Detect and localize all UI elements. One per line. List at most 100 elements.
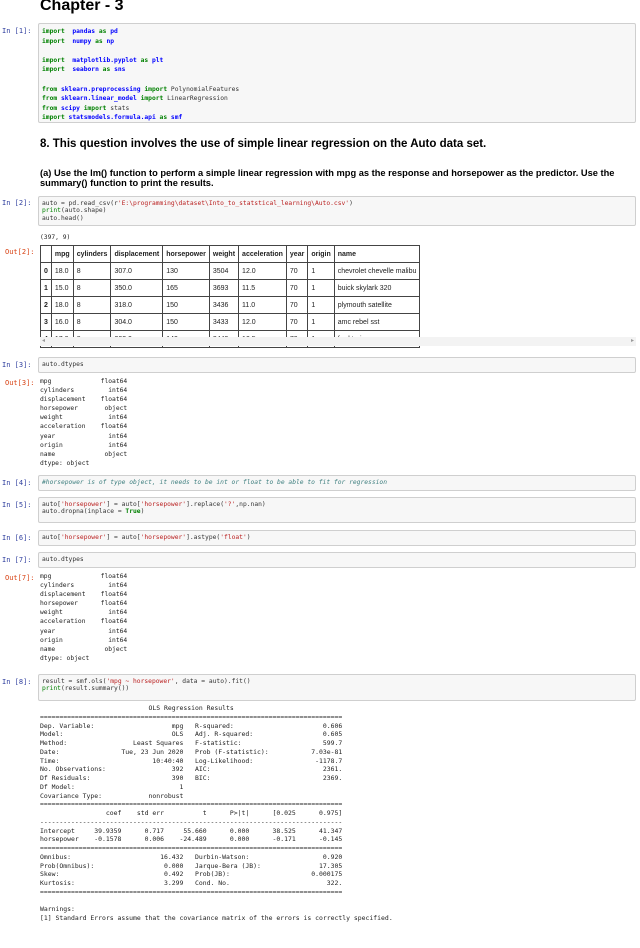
code-token: ].replace( <box>186 501 225 508</box>
code-cell-5[interactable]: auto['horsepower'] = auto['horsepower'].… <box>38 497 636 523</box>
code-token: 'float' <box>220 534 247 541</box>
code-editor[interactable]: auto = pd.read_csv(r'E:\programming\data… <box>42 200 635 222</box>
table-cell: 8 <box>72 279 112 297</box>
table-cell: 18.0 <box>50 262 74 280</box>
code-editor[interactable]: auto['horsepower'] = auto['horsepower'].… <box>42 534 635 541</box>
code-token: (auto.shape) <box>60 207 107 215</box>
code-token: auto.dtypes <box>42 361 84 368</box>
code-token: import <box>140 85 168 93</box>
code-editor[interactable]: result = smf.ols('mpg ~ horsepower', dat… <box>42 678 635 693</box>
table-cell: buick skylark 320 <box>333 279 421 297</box>
table-cell: 3433 <box>208 313 240 331</box>
code-token: print <box>42 207 61 215</box>
code-line: import statsmodels.formula.api as smf <box>42 113 635 123</box>
row-index: 2 <box>40 296 52 314</box>
table-cell: 11.0 <box>238 296 287 314</box>
code-line: from sklearn.linear_model import LinearR… <box>42 94 635 104</box>
code-editor[interactable]: import pandas as pd import numpy as np im… <box>42 27 635 123</box>
code-line: auto['horsepower'] = auto['horsepower'].… <box>42 501 635 508</box>
column-header: weight <box>208 245 240 263</box>
code-token: True <box>125 508 141 516</box>
table-cell: 3504 <box>208 262 240 280</box>
table-row: 3 16.0 8 304.0 150 3433 12.0 70 1 amc rebel sst <box>40 313 421 331</box>
code-cell-2[interactable]: auto = pd.read_csv(r'E:\programming\data… <box>38 196 636 226</box>
code-token: PolynomialFeatures <box>167 85 240 93</box>
column-header: horsepower <box>162 245 210 263</box>
cell-prompt-6: In [6]: <box>2 534 32 542</box>
code-cell-6[interactable]: auto['horsepower'] = auto['horsepower'].… <box>38 530 636 546</box>
code-token: numpy <box>72 37 92 45</box>
table-cell: 18.0 <box>50 296 74 314</box>
code-token: pandas <box>72 28 96 35</box>
cell-prompt-8: In [8]: <box>2 678 32 686</box>
scroll-left-icon[interactable]: ◂ <box>42 338 46 344</box>
code-token: 'horsepower' <box>60 501 107 508</box>
code-token: matplotlib.pyplot <box>72 56 137 64</box>
table-cell: 8 <box>72 262 112 280</box>
code-line <box>42 46 635 56</box>
code-token: import <box>42 66 65 74</box>
horizontal-scrollbar[interactable]: ◂ ▸ <box>40 337 636 346</box>
cell-prompt-4: In [4]: <box>2 479 32 487</box>
code-line: import seaborn as sns <box>42 65 635 75</box>
code-line: print(result.summary()) <box>42 685 635 692</box>
code-token: ) <box>349 200 353 207</box>
table-cell: amc rebel sst <box>333 313 421 331</box>
code-line: import pandas as pd <box>42 27 635 37</box>
column-header: acceleration <box>238 245 287 263</box>
code-cell-4[interactable]: #horsepower is of type object, it needs … <box>38 475 636 491</box>
table-cell: 16.0 <box>50 313 74 331</box>
code-token: ] = auto[ <box>106 501 141 508</box>
table-cell: 1 <box>307 262 335 280</box>
table-cell: 150 <box>162 296 210 314</box>
code-token: smf <box>170 114 183 122</box>
table-cell: 165 <box>162 279 210 297</box>
code-editor[interactable]: #horsepower is of type object, it needs … <box>42 479 635 486</box>
code-token: , data = auto).fit() <box>174 678 251 685</box>
code-line: auto.head() <box>42 215 635 222</box>
code-token: auto.dropna(inplace = <box>42 508 126 516</box>
code-cell-7[interactable]: auto.dtypes <box>38 552 636 568</box>
table-cell: 70 <box>285 279 309 297</box>
code-token: as <box>136 56 152 64</box>
cell-prompt-1: In [1]: <box>2 27 32 35</box>
table-cell: 70 <box>285 313 309 331</box>
code-cell-1[interactable]: import pandas as pd import numpy as np im… <box>38 23 636 123</box>
dtypes-output: mpg float64 cylinders int64 displacement… <box>40 378 128 467</box>
code-token: seaborn <box>72 66 99 74</box>
code-cell-3[interactable]: auto.dtypes <box>38 357 636 373</box>
table-cell: 8 <box>72 313 112 331</box>
code-token: 'horsepower' <box>140 534 187 541</box>
dtypes-output: mpg float64 cylinders int64 displacement… <box>40 573 128 662</box>
code-editor[interactable]: auto.dtypes <box>42 361 635 368</box>
code-token: (result.summary()) <box>60 685 130 693</box>
table-row: 1 15.0 8 350.0 165 3693 11.5 70 1 buick skylark 3… <box>40 279 421 297</box>
column-header: displacement <box>110 245 164 263</box>
scroll-right-icon[interactable]: ▸ <box>630 338 634 344</box>
column-header: name <box>333 245 421 263</box>
code-token: import <box>136 95 164 103</box>
shape-output: (397, 9) <box>40 234 71 241</box>
code-token: auto.head() <box>42 214 84 222</box>
table-cell: 3693 <box>208 279 240 297</box>
code-line <box>42 75 635 85</box>
code-cell-8[interactable]: result = smf.ols('mpg ~ horsepower', dat… <box>38 674 636 701</box>
code-editor[interactable]: auto['horsepower'] = auto['horsepower'].… <box>42 501 635 516</box>
table-cell: 130 <box>162 262 210 280</box>
table-cell: 70 <box>285 296 309 314</box>
table-row: 0 18.0 8 307.0 130 3504 12.0 70 1 chevrolet cheve… <box>40 262 421 280</box>
cell-prompt-2: In [2]: <box>2 199 32 207</box>
table-cell: 15.0 <box>50 279 74 297</box>
row-index: 0 <box>40 262 52 280</box>
question-heading: 8. This question involves the use of sim… <box>40 138 487 150</box>
table-cell: 304.0 <box>110 313 164 331</box>
code-token: ].astype( <box>186 534 221 541</box>
table-cell: 350.0 <box>110 279 164 297</box>
code-editor[interactable]: auto.dtypes <box>42 556 635 563</box>
column-header <box>40 245 52 263</box>
code-line: print(auto.shape) <box>42 207 635 214</box>
code-token: import <box>42 37 65 45</box>
code-line: from scipy import stats <box>42 104 635 114</box>
cell-prompt-3: In [3]: <box>2 361 32 369</box>
code-token: from <box>42 104 58 112</box>
